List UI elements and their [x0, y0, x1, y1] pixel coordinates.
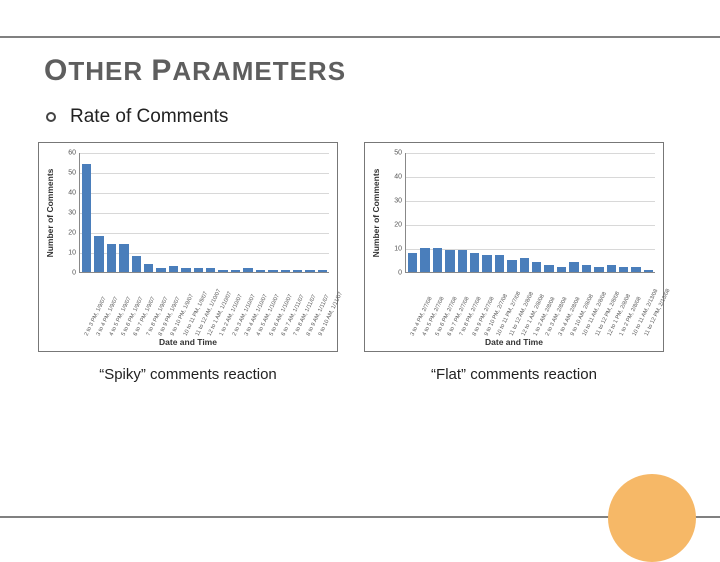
bar [594, 267, 603, 272]
bar [156, 268, 165, 272]
ytick-label: 30 [394, 198, 405, 205]
bar [582, 265, 591, 272]
bar [557, 267, 566, 272]
bullet-row: Rate of Comments [46, 106, 676, 128]
bar [194, 268, 203, 272]
ytick-label: 40 [68, 190, 79, 197]
bar [408, 253, 417, 272]
left-xticks: 2 to 3 PM, 1/9/073 to 4 PM, 1/9/074 to 5… [81, 275, 327, 337]
bar [107, 244, 116, 272]
ytick-label: 0 [398, 270, 405, 277]
accent-circle [608, 474, 696, 562]
bar [433, 248, 442, 272]
bar [305, 270, 314, 272]
charts-container: Number of Comments 0102030405060 2 to 3 … [38, 142, 676, 383]
bar [644, 270, 653, 272]
left-bars [82, 153, 327, 272]
bar [243, 268, 252, 272]
ytick-label: 40 [394, 174, 405, 181]
top-rule [0, 36, 720, 38]
bar [144, 264, 153, 272]
ytick-label: 50 [68, 170, 79, 177]
bar [293, 270, 302, 272]
bar [532, 262, 541, 272]
left-plot: 0102030405060 [79, 153, 329, 273]
right-plot: 01020304050 [405, 153, 655, 273]
bar [495, 255, 504, 272]
left-chart: Number of Comments 0102030405060 2 to 3 … [38, 142, 338, 352]
bar [458, 250, 467, 272]
bullet-text: Rate of Comments [70, 106, 228, 128]
bar [569, 262, 578, 272]
left-ylabel: Number of Comments [45, 169, 55, 258]
bar [82, 164, 91, 272]
ytick-label: 20 [394, 222, 405, 229]
right-caption: “Flat” comments reaction [364, 366, 664, 383]
bar [268, 270, 277, 272]
ytick-label: 10 [68, 250, 79, 257]
title-rest-1: THER [68, 56, 151, 86]
title-rest-2: ARAMETERS [172, 56, 346, 86]
left-plot-area [79, 153, 329, 273]
bar [470, 253, 479, 272]
bar [619, 267, 628, 272]
bullet-icon [46, 112, 56, 122]
right-xlabel: Date and Time [365, 337, 663, 347]
bar [181, 268, 190, 272]
right-xticks: 3 to 4 PM, 2/7/084 to 5 PM, 2/7/085 to 6… [407, 275, 653, 337]
bar [256, 270, 265, 272]
bar [520, 258, 529, 272]
left-caption: “Spiky” comments reaction [38, 366, 338, 383]
ytick-label: 10 [394, 246, 405, 253]
bar [281, 270, 290, 272]
bar [482, 255, 491, 272]
bar [507, 260, 516, 272]
ytick-label: 20 [68, 230, 79, 237]
bar [445, 250, 454, 272]
left-chart-wrap: Number of Comments 0102030405060 2 to 3 … [38, 142, 338, 383]
bar [318, 270, 327, 272]
right-bars [408, 153, 653, 272]
slide: OTHER PARAMETERS Rate of Comments Number… [0, 0, 720, 540]
bar [206, 268, 215, 272]
right-chart-wrap: Number of Comments 01020304050 3 to 4 PM… [364, 142, 664, 383]
ytick-label: 0 [72, 270, 79, 277]
bar [169, 266, 178, 272]
right-ylabel: Number of Comments [371, 169, 381, 258]
bar [544, 265, 553, 272]
ytick-label: 30 [68, 210, 79, 217]
bar [119, 244, 128, 272]
page-title: OTHER PARAMETERS [44, 54, 676, 88]
title-cap-2: P [151, 54, 172, 87]
ytick-label: 60 [68, 150, 79, 157]
right-plot-area [405, 153, 655, 273]
ytick-label: 50 [394, 150, 405, 157]
bar [218, 270, 227, 272]
bar [607, 265, 616, 272]
bar [420, 248, 429, 272]
title-cap-1: O [44, 54, 68, 87]
bar [631, 267, 640, 272]
left-xlabel: Date and Time [39, 337, 337, 347]
right-chart: Number of Comments 01020304050 3 to 4 PM… [364, 142, 664, 352]
bar [94, 236, 103, 272]
bar [132, 256, 141, 272]
bar [231, 270, 240, 272]
